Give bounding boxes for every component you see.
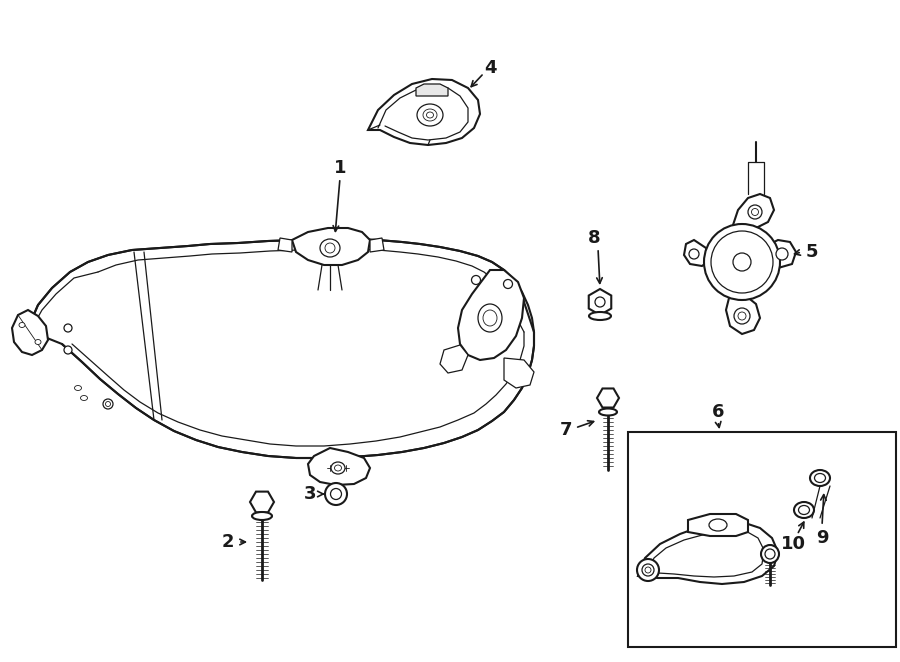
Text: 2: 2 (221, 533, 234, 551)
Ellipse shape (810, 470, 830, 486)
Ellipse shape (472, 275, 481, 285)
Polygon shape (368, 79, 480, 145)
Ellipse shape (738, 312, 746, 320)
Ellipse shape (105, 401, 111, 406)
Polygon shape (726, 294, 760, 334)
Ellipse shape (814, 473, 825, 483)
Polygon shape (250, 492, 274, 512)
Text: 6: 6 (712, 403, 724, 421)
Polygon shape (278, 238, 292, 252)
Polygon shape (762, 240, 796, 268)
Ellipse shape (794, 502, 814, 518)
Ellipse shape (19, 322, 25, 328)
Ellipse shape (427, 112, 434, 118)
Ellipse shape (642, 564, 654, 576)
Ellipse shape (64, 324, 72, 332)
Ellipse shape (483, 310, 497, 326)
Ellipse shape (503, 279, 512, 289)
Ellipse shape (320, 239, 340, 257)
Text: 3: 3 (304, 485, 316, 503)
Ellipse shape (776, 248, 788, 260)
Ellipse shape (637, 559, 659, 581)
Ellipse shape (752, 209, 759, 216)
Ellipse shape (709, 519, 727, 531)
Text: 5: 5 (806, 243, 818, 261)
Polygon shape (308, 448, 370, 485)
Ellipse shape (335, 465, 341, 471)
Ellipse shape (75, 385, 82, 391)
Text: 9: 9 (815, 529, 828, 547)
Text: 4: 4 (484, 59, 496, 77)
Ellipse shape (589, 312, 611, 320)
Ellipse shape (64, 346, 72, 354)
Polygon shape (638, 522, 778, 584)
Ellipse shape (331, 462, 345, 474)
Polygon shape (292, 228, 370, 265)
Ellipse shape (595, 297, 605, 307)
Polygon shape (370, 238, 384, 252)
Ellipse shape (599, 408, 617, 416)
Ellipse shape (734, 308, 750, 324)
Ellipse shape (765, 549, 775, 559)
Ellipse shape (330, 489, 341, 500)
Ellipse shape (798, 506, 809, 514)
Ellipse shape (325, 483, 347, 505)
Bar (628, 432, 896, 647)
Ellipse shape (252, 512, 272, 520)
Polygon shape (504, 358, 534, 388)
Ellipse shape (689, 249, 699, 259)
Ellipse shape (80, 395, 87, 401)
Ellipse shape (325, 243, 335, 253)
Polygon shape (688, 514, 748, 536)
Polygon shape (416, 84, 448, 96)
Polygon shape (28, 239, 534, 458)
Ellipse shape (761, 545, 779, 563)
Ellipse shape (704, 224, 780, 300)
Text: 8: 8 (588, 229, 600, 247)
Polygon shape (732, 194, 774, 228)
Polygon shape (684, 240, 710, 266)
Ellipse shape (35, 340, 41, 344)
Ellipse shape (478, 304, 502, 332)
Text: 7: 7 (560, 421, 572, 439)
Polygon shape (458, 270, 524, 360)
Text: 1: 1 (334, 159, 346, 177)
Ellipse shape (711, 231, 773, 293)
Polygon shape (440, 345, 468, 373)
Text: 10: 10 (780, 535, 806, 553)
Ellipse shape (423, 109, 437, 121)
Polygon shape (589, 289, 611, 315)
Ellipse shape (645, 567, 651, 573)
Ellipse shape (103, 399, 113, 409)
Ellipse shape (748, 205, 762, 219)
Polygon shape (12, 310, 48, 355)
Polygon shape (597, 389, 619, 408)
Ellipse shape (417, 104, 443, 126)
Ellipse shape (733, 253, 751, 271)
